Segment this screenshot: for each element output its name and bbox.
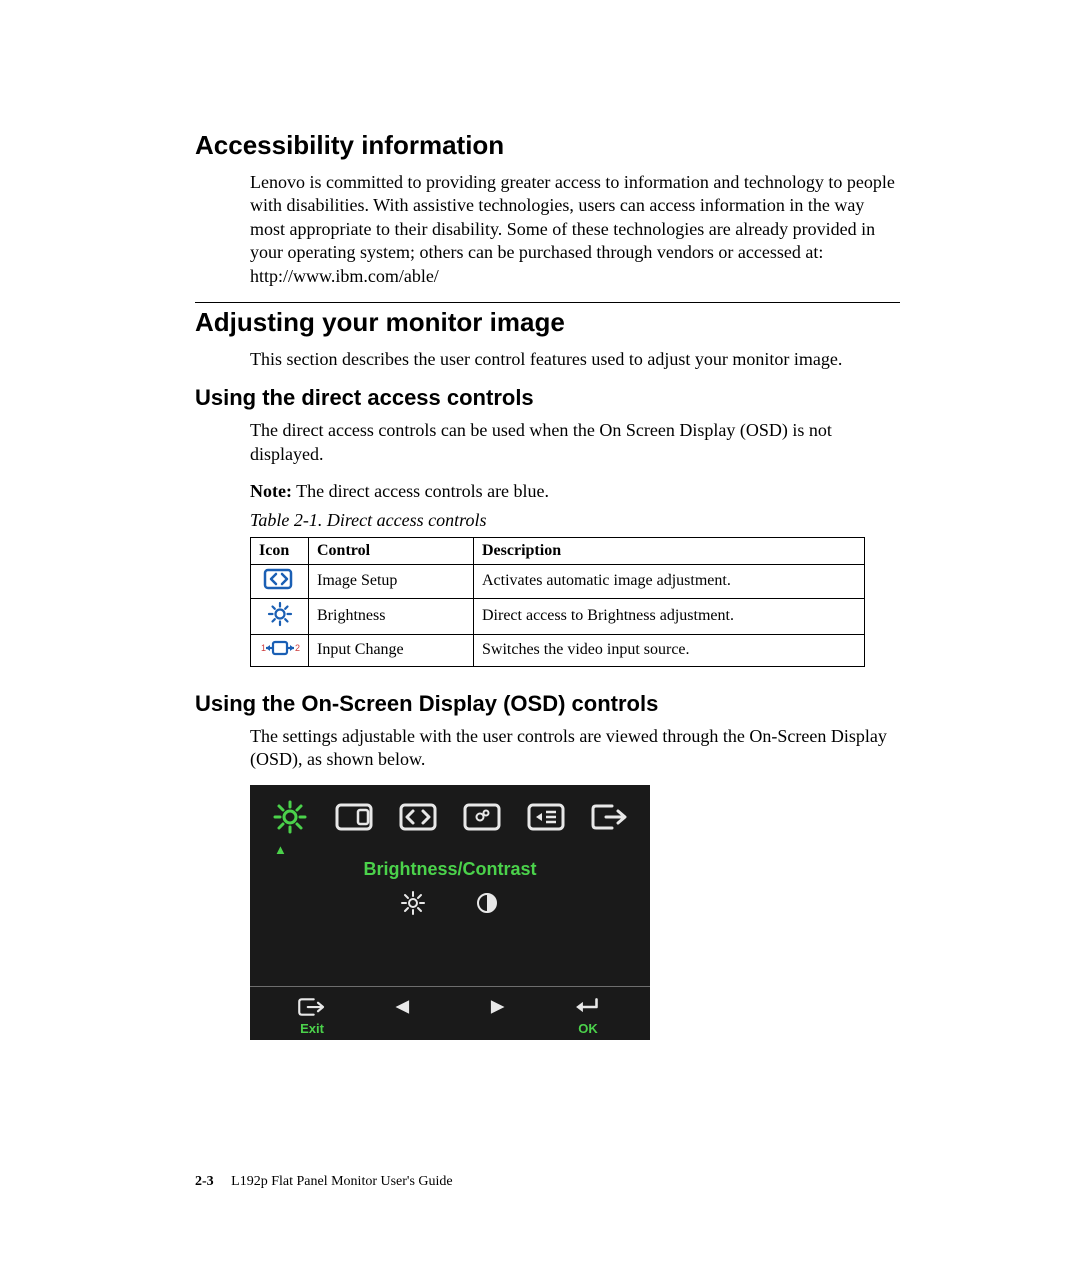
table-row: Image Setup Activates automatic image ad… [251, 564, 865, 598]
osd-exit-label: Exit [300, 1021, 324, 1036]
accessibility-body: Lenovo is committed to providing greater… [250, 171, 900, 288]
cell-description: Switches the video input source. [474, 634, 865, 666]
osd-ok-button: OK [542, 995, 634, 1036]
cell-control: Image Setup [309, 564, 474, 598]
adjusting-body: This section describes the user control … [250, 348, 900, 371]
direct-body: The direct access controls can be used w… [250, 419, 900, 466]
col-control: Control [309, 537, 474, 564]
cell-description: Activates automatic image adjustment. [474, 564, 865, 598]
osd-tab-properties-icon [460, 797, 504, 837]
table-header-row: Icon Control Description [251, 537, 865, 564]
table-row: Brightness Direct access to Brightness a… [251, 598, 865, 634]
cell-control: Input Change [309, 634, 474, 666]
osd-tab-position-icon [332, 797, 376, 837]
osd-tab-imagesetup-icon [396, 797, 440, 837]
osd-tab-brightness-icon [268, 797, 312, 837]
osd-selected-indicator: ▲ [250, 845, 650, 857]
osd-sub-brightness-icon [400, 890, 426, 916]
svg-text:2: 2 [295, 643, 300, 653]
osd-body: The settings adjustable with the user co… [250, 725, 900, 772]
table-row: 1 2 Input Change Switches the video inpu… [251, 634, 865, 666]
cell-control: Brightness [309, 598, 474, 634]
input-change-icon: 1 2 [251, 634, 309, 666]
guide-title: L192p Flat Panel Monitor User's Guide [231, 1174, 452, 1189]
direct-access-table: Icon Control Description Image Setup Act… [250, 537, 865, 667]
direct-note: Note: The direct access controls are blu… [250, 480, 900, 503]
osd-ok-label: OK [578, 1021, 598, 1036]
heading-osd: Using the On-Screen Display (OSD) contro… [195, 691, 900, 717]
page-footer: 2-3 L192p Flat Panel Monitor User's Guid… [195, 1174, 453, 1190]
osd-panel: ▲ Brightness/Contrast [250, 785, 650, 1040]
col-icon: Icon [251, 537, 309, 564]
osd-tab-options-icon [524, 797, 568, 837]
section-divider [195, 302, 900, 303]
table-caption: Table 2-1. Direct access controls [250, 510, 900, 531]
osd-sub-row [250, 890, 650, 986]
osd-right-button [450, 995, 542, 1036]
col-description: Description [474, 537, 865, 564]
brightness-icon [251, 598, 309, 634]
osd-sub-contrast-icon [474, 890, 500, 916]
page-number: 2-3 [195, 1174, 214, 1189]
cell-description: Direct access to Brightness adjustment. [474, 598, 865, 634]
osd-exit-button: Exit [266, 995, 358, 1036]
heading-direct-access: Using the direct access controls [195, 385, 900, 411]
osd-top-row [250, 785, 650, 845]
heading-adjusting: Adjusting your monitor image [195, 307, 900, 338]
osd-left-button [358, 995, 450, 1036]
osd-title: Brightness/Contrast [250, 857, 650, 890]
heading-accessibility: Accessibility information [195, 130, 900, 161]
osd-bottom-row: Exit OK [250, 987, 650, 1040]
osd-tab-exit-icon [588, 797, 632, 837]
image-setup-icon [251, 564, 309, 598]
svg-text:1: 1 [261, 643, 266, 653]
